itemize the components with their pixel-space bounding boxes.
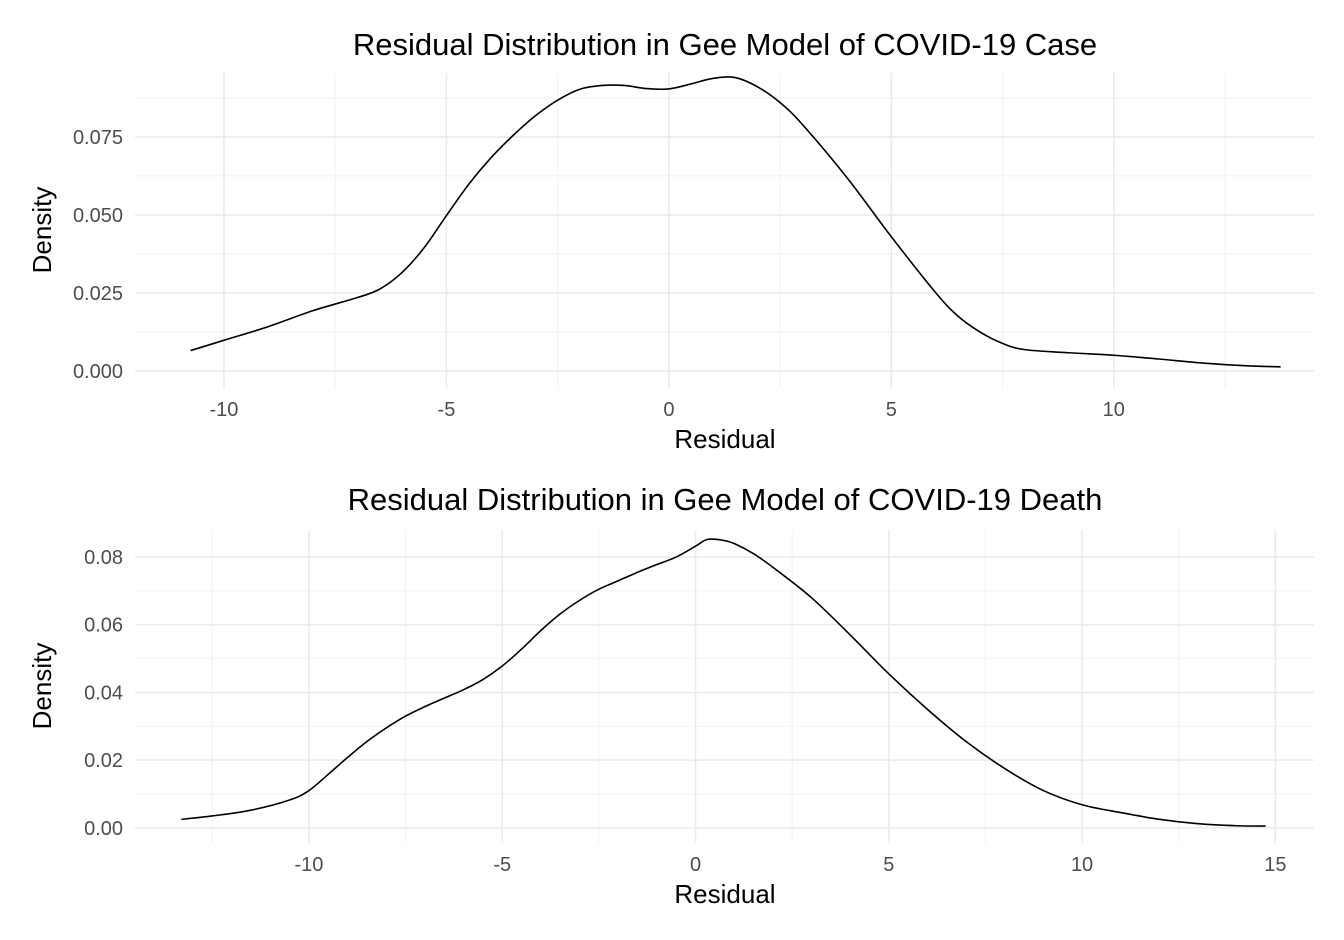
chart-panel-death: Residual Distribution in Gee Model of CO… bbox=[27, 482, 1314, 909]
plot-area bbox=[135, 530, 1314, 843]
x-axis-title: Residual bbox=[674, 879, 775, 909]
x-axis-title: Residual bbox=[674, 424, 775, 454]
x-tick-label: -5 bbox=[493, 854, 511, 876]
chart-title: Residual Distribution in Gee Model of CO… bbox=[348, 482, 1103, 517]
y-tick-label: 0.075 bbox=[73, 127, 123, 149]
plot-area bbox=[135, 73, 1314, 388]
x-tick-label: -10 bbox=[210, 399, 239, 421]
y-axis-title: Density bbox=[27, 187, 57, 274]
chart-panel-case: Residual Distribution in Gee Model of CO… bbox=[27, 27, 1314, 454]
chart-title: Residual Distribution in Gee Model of CO… bbox=[353, 27, 1097, 62]
x-tick-label: 5 bbox=[886, 399, 897, 421]
grid-minor bbox=[135, 73, 1314, 388]
y-tick-label: 0.08 bbox=[84, 547, 123, 569]
x-tick-label: 10 bbox=[1103, 399, 1125, 421]
y-tick-label: 0.025 bbox=[73, 283, 123, 305]
y-tick-label: 0.04 bbox=[84, 682, 123, 704]
x-tick-label: -5 bbox=[438, 399, 456, 421]
y-axis: 0.000 0.025 0.050 0.075 bbox=[73, 127, 123, 383]
x-axis: -10 -5 0 5 10 15 bbox=[294, 854, 1286, 876]
y-tick-label: 0.050 bbox=[73, 205, 123, 227]
x-axis: -10 -5 0 5 10 bbox=[210, 399, 1125, 421]
x-tick-label: 15 bbox=[1264, 854, 1286, 876]
y-tick-label: 0.000 bbox=[73, 361, 123, 383]
x-tick-label: 0 bbox=[663, 399, 674, 421]
y-tick-label: 0.00 bbox=[84, 818, 123, 840]
x-tick-label: 10 bbox=[1071, 854, 1093, 876]
grid-major bbox=[135, 530, 1314, 843]
x-tick-label: 0 bbox=[690, 854, 701, 876]
x-tick-label: -10 bbox=[294, 854, 323, 876]
density-line bbox=[181, 538, 1266, 827]
y-tick-label: 0.02 bbox=[84, 750, 123, 772]
grid-major bbox=[135, 73, 1314, 388]
density-line bbox=[190, 76, 1281, 368]
y-axis: 0.00 0.02 0.04 0.06 0.08 bbox=[84, 547, 123, 840]
y-axis-title: Density bbox=[27, 643, 57, 730]
y-tick-label: 0.06 bbox=[84, 615, 123, 637]
x-tick-label: 5 bbox=[883, 854, 894, 876]
grid-minor bbox=[135, 530, 1314, 843]
